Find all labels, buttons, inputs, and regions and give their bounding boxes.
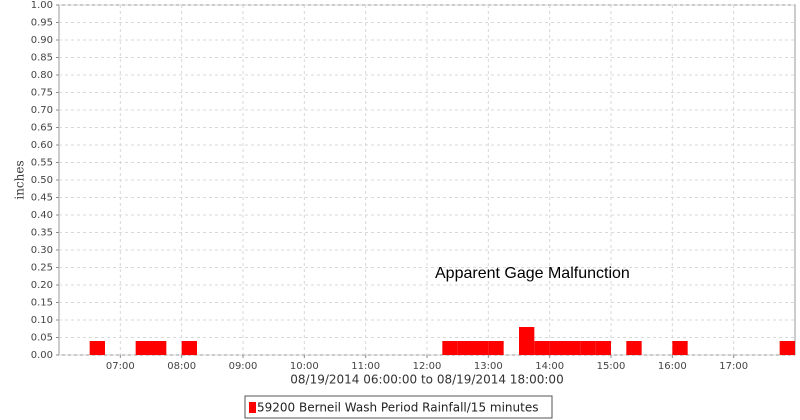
y-tick-label: 0.95 [31,18,53,29]
x-tick-label: 15:00 [597,361,626,372]
bar [779,341,795,355]
bar [181,341,197,355]
y-tick-label: 0.40 [31,210,53,221]
bar [89,341,105,355]
x-tick-label: 11:00 [351,361,380,372]
bar [519,327,535,355]
bar [565,341,581,355]
legend-swatch [249,402,256,413]
y-tick-label: 0.30 [31,245,53,256]
y-tick-label: 0.35 [31,228,53,239]
bar [457,341,473,355]
y-tick-label: 0.65 [31,123,53,134]
y-tick-label: 0.05 [31,333,53,344]
bar [672,341,688,355]
y-tick-label: 0.00 [31,350,53,361]
x-tick-label: 07:00 [106,361,135,372]
bar [135,341,151,355]
y-tick-label: 0.25 [31,263,53,274]
legend-box [244,395,553,419]
y-tick-label: 0.70 [31,105,53,116]
x-tick-label: 17:00 [719,361,748,372]
bar [595,341,611,355]
bar [549,341,565,355]
x-tick-label: 10:00 [290,361,319,372]
y-tick-label: 0.50 [31,175,53,186]
y-tick-label: 0.60 [31,140,53,151]
legend-label: 59200 Berneil Wash Period Rainfall/15 mi… [257,401,538,415]
bar [151,341,167,355]
bar [626,341,642,355]
x-tick-label: 16:00 [658,361,687,372]
y-tick-label: 1.00 [31,0,53,11]
y-tick-label: 0.55 [31,158,53,169]
bar [488,341,504,355]
bar [473,341,489,355]
y-tick-label: 0.85 [31,53,53,64]
bar [534,341,550,355]
x-tick-label: 14:00 [535,361,564,372]
y-tick-label: 0.20 [31,280,53,291]
x-tick-label: 09:00 [229,361,258,372]
y-tick-label: 0.15 [31,298,53,309]
x-tick-label: 08:00 [167,361,196,372]
y-axis-label: inches [13,160,27,199]
y-tick-label: 0.10 [31,315,53,326]
y-tick-label: 0.80 [31,70,53,81]
bar [580,341,596,355]
bar [442,341,458,355]
x-axis-label: 08/19/2014 06:00:00 to 08/19/2014 18:00:… [290,373,563,387]
x-tick-label: 12:00 [413,361,442,372]
x-tick-label: 13:00 [474,361,503,372]
y-tick-label: 0.75 [31,88,53,99]
y-tick-label: 0.45 [31,193,53,204]
y-tick-label: 0.90 [31,35,53,46]
annotation: Apparent Gage Malfunction [435,265,630,282]
